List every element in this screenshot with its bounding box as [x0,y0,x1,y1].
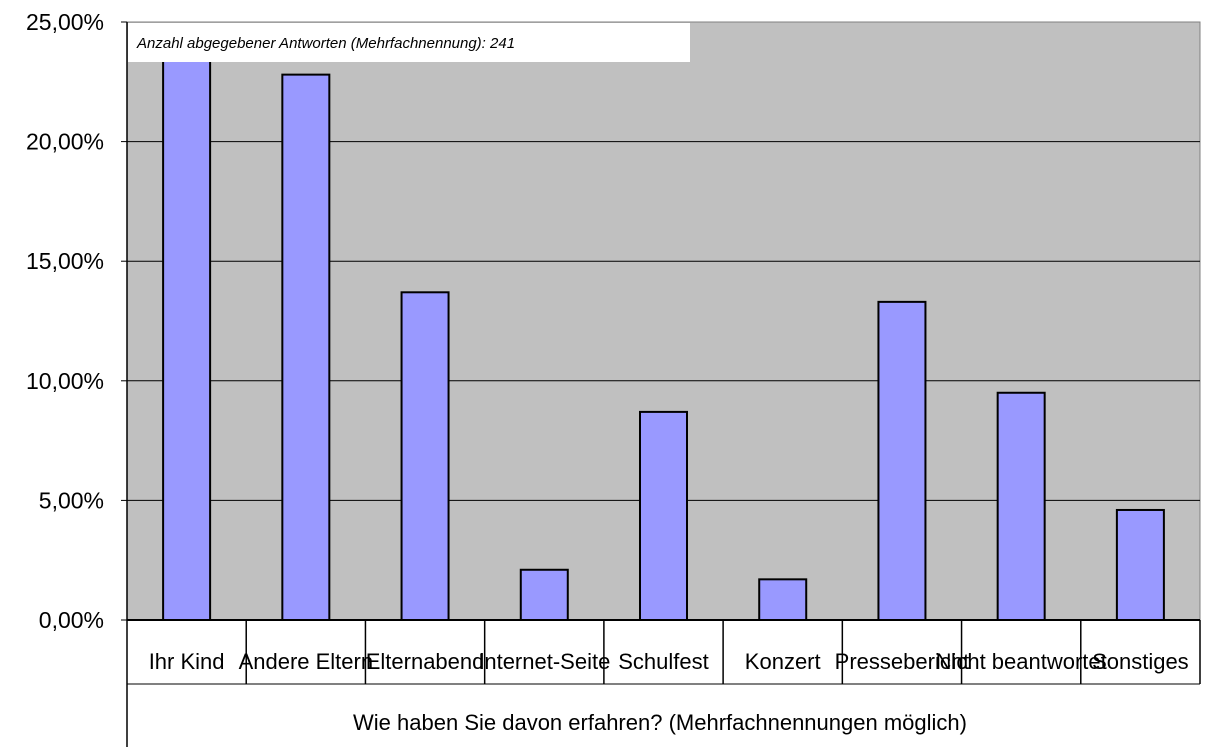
x-tick-label: Konzert [745,649,821,674]
annotation-text: Anzahl abgegebener Antworten (Mehrfachne… [136,35,515,52]
bar [1115,508,1165,621]
y-tick-label: 5,00% [39,487,104,513]
x-tick-label: Pressebericht [835,649,970,674]
bar [877,300,927,621]
y-tick-label: 25,00% [26,9,104,35]
x-tick-label: Schulfest [618,649,709,674]
bar [281,73,331,621]
x-axis-title: Wie haben Sie davon erfahren? (Mehrfachn… [353,710,967,735]
bar [400,291,450,621]
x-axis: Ihr Kind Andere ElternElternabendInternet… [126,619,1201,747]
bar [758,578,808,621]
y-axis-ticks: 0,00% 5,00% 10,00% 15,00% 20,00% 25,00% [26,9,128,633]
bar [519,568,569,622]
bar [639,410,688,621]
y-tick-label: 20,00% [26,129,104,155]
x-tick-label: Ihr Kind [149,649,225,674]
bar [162,32,212,621]
bar [996,391,1046,622]
x-tick-label: Nicht beantwortet [936,649,1107,674]
y-tick-label: 0,00% [39,607,104,633]
x-tick-label: Andere Eltern [239,649,374,674]
x-tick-label: Sonstiges [1092,649,1189,674]
annotation-box [128,23,690,62]
x-tick-label: Internet-Seite [478,649,610,674]
y-tick-label: 15,00% [26,248,104,274]
y-tick-label: 10,00% [26,368,104,394]
x-tick-label: Elternabend [366,649,485,674]
